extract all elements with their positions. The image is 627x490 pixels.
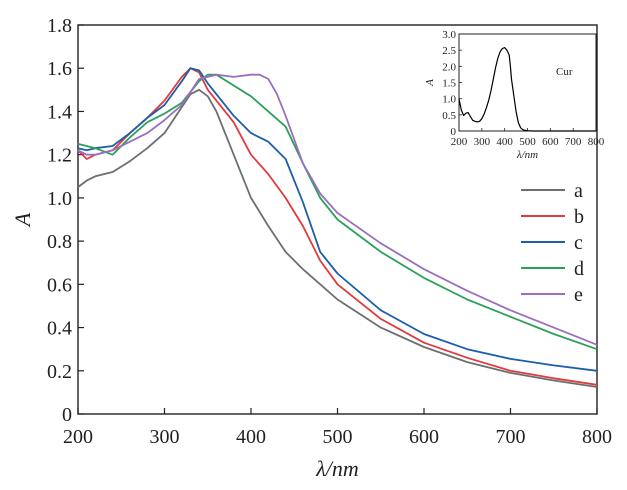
y-tick-label: 1.2 — [47, 145, 72, 167]
y-tick-label: 1.0 — [47, 188, 72, 210]
series-line-d — [77, 73, 598, 351]
inset-y-tick-label: 1.0 — [442, 94, 456, 106]
y-axis-label: A — [10, 212, 35, 228]
inset-x-axis-label: λ/nm — [516, 149, 538, 161]
inset-frame — [458, 33, 597, 132]
x-tick-label: 300 — [150, 426, 180, 448]
inset-y-axis-label: A — [424, 79, 436, 87]
series-line-e — [77, 73, 598, 346]
x-tick-label: 200 — [63, 426, 93, 448]
inset-series-line — [458, 47, 596, 132]
y-tick-label: 1.8 — [47, 15, 72, 37]
main-axes: 200 300 400 500 600 700 800 0 0.2 0.4 0.6 0.8 1.0 1.2… — [10, 15, 612, 481]
inset-y-tick-label: 0 — [451, 126, 457, 138]
inset-y-tick-label: 2.0 — [442, 61, 456, 73]
inset-x-tick-label: 400 — [496, 136, 513, 148]
inset-y-tick-label: 2.5 — [442, 45, 456, 57]
y-tick-label: 0.4 — [47, 318, 72, 340]
y-tick-label: 0.6 — [47, 274, 72, 296]
y-tick-label: 0 — [62, 404, 72, 426]
inset-x-tick-label: 200 — [451, 136, 468, 148]
x-axis-label: λ/nm — [315, 456, 359, 481]
inset-chart: 200 300 400 500 600 700 800 0 0.5 1.0 1.5 2.0 2.5 3.0… — [424, 29, 605, 161]
y-tick-label: 1.6 — [47, 58, 72, 80]
x-tick-label: 800 — [582, 426, 612, 448]
legend-label-e: e — [574, 284, 583, 306]
x-tick-label: 700 — [496, 426, 526, 448]
x-tick-label: 600 — [409, 426, 439, 448]
inset-x-tick-label: 500 — [519, 136, 536, 148]
series-line-c — [77, 67, 598, 372]
inset-x-tick-label: 800 — [588, 136, 605, 148]
legend-label-d: d — [574, 258, 584, 280]
y-tick-label: 0.8 — [47, 231, 72, 253]
x-tick-label: 400 — [236, 426, 266, 448]
legend-label-a: a — [574, 180, 583, 202]
legend-label-c: c — [574, 232, 583, 254]
x-tick-label: 500 — [323, 426, 353, 448]
main-series — [77, 67, 598, 388]
inset-x-tick-label: 600 — [542, 136, 559, 148]
legend-label-b: b — [574, 206, 584, 228]
inset-x-tick-label: 300 — [474, 136, 491, 148]
y-tick-label: 0.2 — [47, 361, 72, 383]
series-line-a — [77, 88, 598, 388]
inset-y-tick-label: 1.5 — [442, 78, 456, 90]
y-tick-label: 1.4 — [47, 101, 72, 123]
inset-y-tick-label: 3.0 — [442, 29, 456, 41]
inset-x-tick-label: 700 — [565, 136, 582, 148]
inset-annotation: Cur — [556, 66, 573, 78]
inset-y-tick-label: 0.5 — [442, 110, 456, 122]
